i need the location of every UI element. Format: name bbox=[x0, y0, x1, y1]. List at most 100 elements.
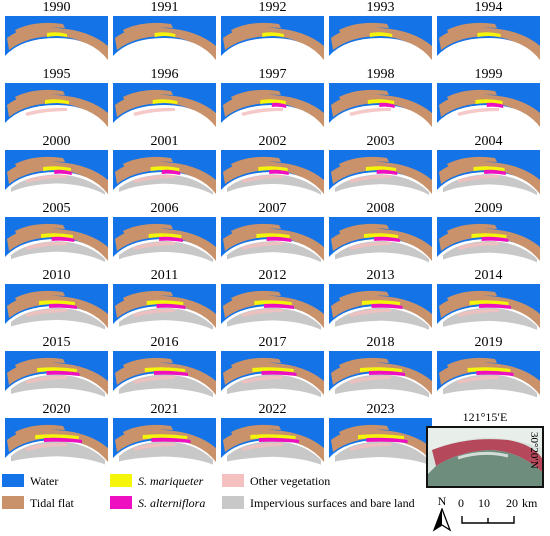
map-image bbox=[5, 217, 108, 266]
scale-tick-20: 20 bbox=[506, 496, 518, 510]
legend-swatch bbox=[222, 474, 244, 487]
year-label: 1995 bbox=[42, 67, 71, 82]
year-label: 2001 bbox=[150, 134, 179, 149]
year-label: 2022 bbox=[258, 402, 287, 417]
map-panel-2010: 2010 bbox=[5, 268, 108, 333]
scale-bar: 0 10 20 km bbox=[456, 494, 550, 534]
map-panel-1995: 1995 bbox=[5, 67, 108, 132]
year-label: 2011 bbox=[150, 268, 179, 283]
map-image bbox=[329, 16, 432, 65]
map-panel-2009: 2009 bbox=[437, 201, 540, 266]
map-image bbox=[221, 418, 324, 467]
year-label: 2013 bbox=[366, 268, 395, 283]
inset-image bbox=[428, 428, 542, 486]
legend-item-2: S. mariqueter bbox=[110, 472, 203, 490]
scale-bar-line bbox=[461, 516, 515, 524]
legend-swatch bbox=[2, 496, 24, 509]
legend-item-4: Other vegetation bbox=[222, 472, 330, 490]
year-label: 2002 bbox=[258, 134, 287, 149]
north-label: N bbox=[437, 494, 447, 508]
legend-swatch bbox=[2, 474, 24, 487]
legend-item-0: Water bbox=[2, 472, 58, 490]
map-image bbox=[437, 217, 540, 266]
map-panel-2019: 2019 bbox=[437, 335, 540, 400]
map-panel-2015: 2015 bbox=[5, 335, 108, 400]
north-arrow: N bbox=[430, 494, 454, 534]
map-panel-2005: 2005 bbox=[5, 201, 108, 266]
year-label: 1992 bbox=[258, 0, 287, 15]
year-label: 2014 bbox=[474, 268, 503, 283]
legend-label: Other vegetation bbox=[250, 474, 331, 488]
year-label: 1997 bbox=[258, 67, 287, 82]
map-panel-2013: 2013 bbox=[329, 268, 432, 333]
year-label: 2017 bbox=[258, 335, 287, 350]
map-image bbox=[329, 150, 432, 199]
north-arrow-icon bbox=[432, 508, 452, 532]
map-image bbox=[329, 83, 432, 132]
legend-swatch bbox=[110, 474, 132, 487]
map-image bbox=[5, 284, 108, 333]
inset-latitude-label: 30°20′N bbox=[528, 432, 540, 469]
map-panel-2011: 2011 bbox=[113, 268, 216, 333]
map-grid: 1990 1991 1992 1993 1994 1995 1996 1997 1998 1999… bbox=[5, 0, 540, 467]
scale-unit: km bbox=[522, 496, 538, 510]
map-image bbox=[221, 150, 324, 199]
inset-satellite-map bbox=[426, 426, 544, 488]
map-image bbox=[5, 418, 108, 467]
map-image bbox=[437, 16, 540, 65]
legend-label: Tidal flat bbox=[30, 496, 74, 510]
map-image bbox=[5, 150, 108, 199]
legend-item-3: S. alterniflora bbox=[110, 494, 205, 512]
map-image bbox=[221, 83, 324, 132]
year-label: 2007 bbox=[258, 201, 287, 216]
map-panel-2018: 2018 bbox=[329, 335, 432, 400]
scale-tick-0: 0 bbox=[458, 496, 464, 510]
map-image bbox=[5, 83, 108, 132]
year-label: 1991 bbox=[150, 0, 179, 15]
map-panel-2007: 2007 bbox=[221, 201, 324, 266]
legend-label: Impervious surfaces and bare land bbox=[250, 496, 415, 510]
year-label: 2015 bbox=[42, 335, 71, 350]
year-label: 2009 bbox=[474, 201, 503, 216]
year-label: 2010 bbox=[42, 268, 71, 283]
year-label: 1996 bbox=[150, 67, 179, 82]
map-image bbox=[113, 217, 216, 266]
legend-swatch bbox=[110, 496, 132, 509]
map-image bbox=[113, 16, 216, 65]
map-image bbox=[437, 83, 540, 132]
map-image bbox=[329, 217, 432, 266]
inset-longitude-label: 121°15′E bbox=[462, 410, 508, 424]
year-label: 2006 bbox=[150, 201, 179, 216]
map-panel-2006: 2006 bbox=[113, 201, 216, 266]
year-label: 2020 bbox=[42, 402, 71, 417]
legend-swatch bbox=[222, 496, 244, 509]
year-label: 1999 bbox=[474, 67, 503, 82]
map-panel-2014: 2014 bbox=[437, 268, 540, 333]
year-label: 2021 bbox=[150, 402, 179, 417]
map-image bbox=[329, 351, 432, 400]
year-label: 2000 bbox=[42, 134, 71, 149]
map-panel-1994: 1994 bbox=[437, 0, 540, 65]
map-image bbox=[221, 284, 324, 333]
map-image bbox=[221, 217, 324, 266]
legend-item-1: Tidal flat bbox=[2, 494, 74, 512]
year-label: 2019 bbox=[474, 335, 503, 350]
year-label: 2008 bbox=[366, 201, 395, 216]
year-label: 2012 bbox=[258, 268, 287, 283]
map-panel-1999: 1999 bbox=[437, 67, 540, 132]
map-panel-1990: 1990 bbox=[5, 0, 108, 65]
legend-label: Water bbox=[30, 474, 59, 488]
legend-item-5: Impervious surfaces and bare land bbox=[222, 494, 415, 512]
map-image bbox=[5, 16, 108, 65]
map-panel-2016: 2016 bbox=[113, 335, 216, 400]
map-image bbox=[113, 150, 216, 199]
map-image bbox=[113, 351, 216, 400]
map-panel-2001: 2001 bbox=[113, 134, 216, 199]
map-image bbox=[329, 284, 432, 333]
map-panel-2023: 2023 bbox=[329, 402, 432, 467]
map-panel-1996: 1996 bbox=[113, 67, 216, 132]
map-panel-1997: 1997 bbox=[221, 67, 324, 132]
map-image bbox=[113, 418, 216, 467]
map-image bbox=[113, 83, 216, 132]
map-panel-2017: 2017 bbox=[221, 335, 324, 400]
